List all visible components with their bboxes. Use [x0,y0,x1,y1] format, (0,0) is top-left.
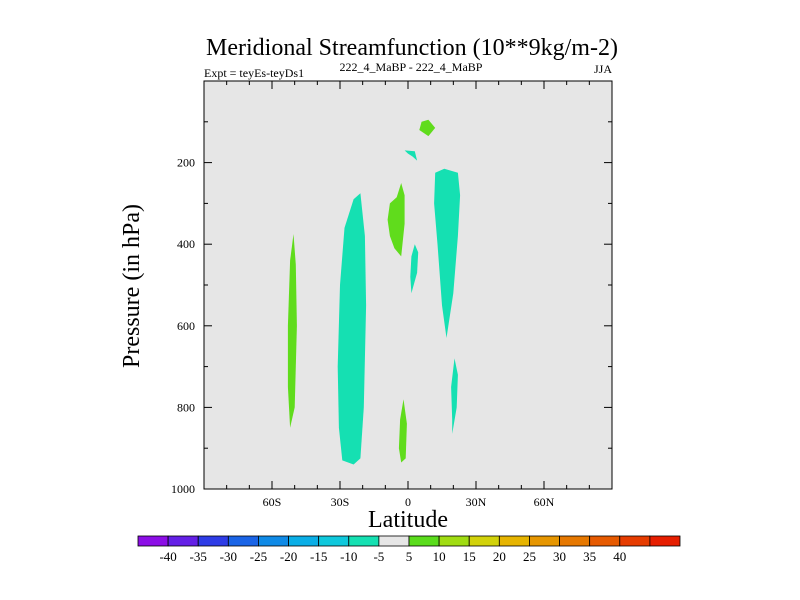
x-tick-label: 60N [534,495,555,509]
contour-region-pos-blob-top [419,119,436,137]
colorbar-label: -35 [190,549,207,564]
colorbar: -40 -35 -30 -25 -20 -15 -10 -5 5 10 15 20 25 30 35 40 [137,535,681,564]
x-tick-label: 60S [263,495,282,509]
contour-region-pos-blob-low-eq [398,399,407,463]
colorbar-swatch [288,535,320,547]
contour-region-pos-blob-near-eq [387,183,405,257]
colorbar-label: -5 [373,549,384,564]
plot-area-background [204,81,612,489]
colorbar-label: -15 [310,549,327,564]
colorbar-label: -25 [250,549,267,564]
colorbar-swatch [378,535,410,547]
colorbar-label: -40 [159,549,176,564]
y-tick-label: 200 [177,156,195,170]
y-tick-label: 1000 [171,482,195,496]
y-tick-label: 800 [177,400,195,414]
colorbar-label: -20 [280,549,297,564]
colorbar-label: -30 [220,549,237,564]
colorbar-swatch [649,535,681,547]
colorbar-swatch [438,535,470,547]
contour-region-neg-blob-north-low [451,358,458,434]
x-tick-label: 30S [331,495,350,509]
colorbar-label: 20 [493,549,506,564]
contour-region-neg-band-south [337,193,367,465]
colorbar-label: 25 [523,549,536,564]
x-tick-label: 30N [466,495,487,509]
colorbar-label: 35 [583,549,596,564]
colorbar-swatch [498,535,530,547]
colorbar-swatch [529,535,560,547]
contour-regions [287,119,461,465]
contour-region-pos-band-60s [287,234,297,428]
subtitle-center: 222_4_MaBP - 222_4_MaBP [340,60,483,74]
colorbar-label: 5 [406,549,413,564]
colorbar-swatch [348,535,380,547]
chart-title: Meridional Streamfunction (10**9kg/m-2) [206,35,618,61]
colorbar-swatch [137,535,169,547]
contour-region-neg-sliver-eq [410,244,419,294]
subtitle-left: Expt = teyEs-teyDs1 [204,66,304,80]
colorbar-swatch [468,535,500,547]
contour-region-neg-blob-top [404,150,418,161]
colorbar-swatch [408,535,440,547]
colorbar-swatch [227,535,259,547]
x-axis-label: Latitude [368,507,448,533]
y-tick-label: 600 [177,319,195,333]
colorbar-label: 10 [433,549,446,564]
axis-ticks: 60S 30S 0 30N 60N 200 400 600 800 1000 [171,81,612,509]
colorbar-swatch [258,535,289,547]
colorbar-swatch [318,535,350,547]
x-tick-label: 0 [405,495,411,509]
colorbar-swatch [589,535,621,547]
colorbar-label: 30 [553,549,566,564]
y-axis-label: Pressure (in hPa) [119,204,145,368]
colorbar-swatch [619,535,651,547]
contour-region-neg-band-north [434,168,461,338]
colorbar-label: 40 [613,549,626,564]
y-tick-label: 400 [177,237,195,251]
colorbar-swatch [559,535,591,547]
colorbar-label: -10 [340,549,357,564]
colorbar-swatch [167,535,199,547]
subtitle-right: JJA [594,62,612,76]
colorbar-label: 15 [463,549,476,564]
colorbar-swatch [197,535,229,547]
